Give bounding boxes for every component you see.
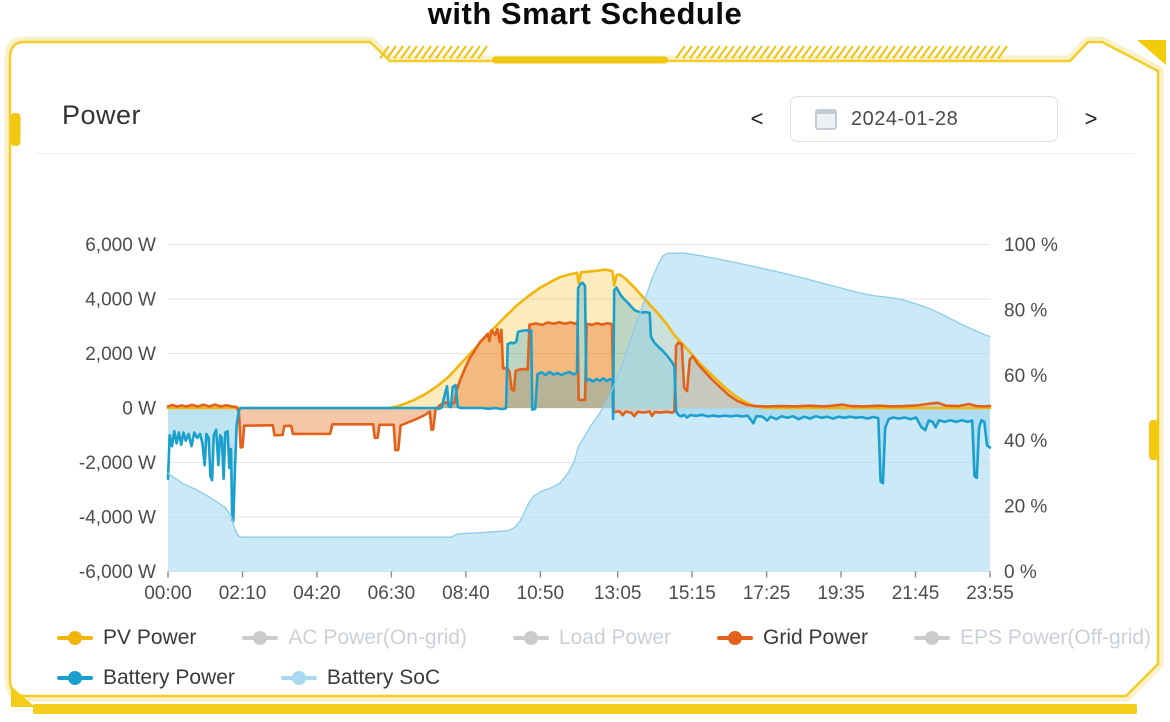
svg-text:08:40: 08:40 (442, 583, 490, 604)
x-axis-labels: 00:00 02:10 04:20 06:30 08:40 10:50 13:05 15:15… (144, 583, 1014, 604)
svg-text:15:15: 15:15 (668, 583, 716, 604)
frame-left-accent (10, 113, 21, 146)
svg-text:80 %: 80 % (1004, 300, 1047, 321)
ac-power-on-grid--legend-marker-icon (242, 631, 279, 645)
svg-text:-4,000 W: -4,000 W (79, 508, 156, 529)
svg-text:10:50: 10:50 (517, 583, 565, 604)
svg-text:17:25: 17:25 (743, 583, 791, 604)
calendar-icon (815, 108, 837, 130)
svg-text:13:05: 13:05 (594, 583, 642, 604)
date-navigation: < 2024-01-28 > (740, 96, 1108, 142)
legend-item-pv-power[interactable]: PV Power (57, 626, 196, 650)
power-chart: 6,000 W 4,000 W 2,000 W 0 W -2,000 W -4,000 W… (79, 235, 1058, 604)
grid-power-legend-marker-icon (717, 631, 753, 645)
svg-text:-2,000 W: -2,000 W (79, 453, 156, 474)
legend-item-battery-soc[interactable]: Battery SoC (280, 666, 441, 690)
svg-text:02:10: 02:10 (219, 583, 267, 604)
frame-bottom-bar (33, 704, 1137, 714)
svg-text:4,000 W: 4,000 W (85, 290, 156, 311)
date-value: 2024-01-28 (851, 107, 959, 130)
next-date-button[interactable]: > (1074, 96, 1108, 142)
svg-text:04:20: 04:20 (293, 583, 341, 604)
svg-text:6,000 W: 6,000 W (85, 235, 156, 256)
frame-right-accent (1149, 420, 1159, 460)
right-axis-labels: 100 % 80 % 60 % 40 % 20 % 0 % (1004, 235, 1058, 583)
legend-row: PV Power AC Power(On-grid) Load Power Grid … (57, 618, 1151, 658)
svg-text:2,000 W: 2,000 W (85, 344, 156, 365)
svg-text:06:30: 06:30 (368, 583, 416, 604)
legend-item-load-power[interactable]: Load Power (512, 626, 671, 650)
svg-text:60 %: 60 % (1004, 366, 1047, 387)
chart-area[interactable]: 6,000 W 4,000 W 2,000 W 0 W -2,000 W -4,000 W… (30, 225, 1140, 625)
legend-label: AC Power(On-grid) (288, 626, 467, 649)
eps-power-off-grid--legend-marker-icon (914, 631, 951, 645)
svg-text:20 %: 20 % (1004, 497, 1047, 518)
pv-power-legend-marker-icon (57, 631, 93, 645)
svg-text:0 %: 0 % (1004, 562, 1037, 583)
legend-label: Load Power (558, 626, 671, 649)
svg-text:00:00: 00:00 (144, 583, 192, 604)
frame-bottom-left-triangle (11, 686, 35, 707)
legend-item-ac-power-on-grid-[interactable]: AC Power(On-grid) (242, 626, 467, 650)
legend-label: Grid Power (763, 626, 869, 649)
series-area-battery-soc (168, 253, 990, 572)
legend-item-battery-power[interactable]: Battery Power (57, 666, 235, 690)
svg-text:23:55: 23:55 (966, 583, 1014, 604)
card-heading: Power (62, 100, 142, 130)
svg-text:-6,000 W: -6,000 W (79, 562, 156, 583)
legend-label: PV Power (103, 626, 197, 649)
page-title: with Smart Schedule (427, 0, 743, 31)
load-power-legend-marker-icon (512, 631, 549, 645)
chart-legend: PV Power AC Power(On-grid) Load Power Grid … (57, 618, 1151, 698)
svg-text:100 %: 100 % (1004, 235, 1058, 256)
series-area-battery-power (168, 282, 990, 522)
prev-date-button[interactable]: < (740, 96, 774, 142)
svg-text:0 W: 0 W (122, 399, 156, 420)
frame-top-right-triangle (1137, 40, 1166, 65)
legend-label: EPS Power(Off-grid) (960, 626, 1152, 649)
legend-label: Battery SoC (326, 666, 441, 689)
svg-text:21:45: 21:45 (892, 583, 940, 604)
battery-soc-legend-marker-icon (280, 671, 317, 685)
legend-item-grid-power[interactable]: Grid Power (717, 626, 868, 650)
frame-top-bar (492, 56, 668, 64)
series-area-grid-power (168, 322, 990, 451)
series-line-battery-soc (167, 252, 991, 538)
series-line-battery-power (166, 281, 992, 523)
legend-label: Battery Power (103, 666, 235, 689)
svg-text:40 %: 40 % (1004, 431, 1047, 452)
legend-item-eps-power-off-grid-[interactable]: EPS Power(Off-grid) (914, 626, 1151, 650)
svg-text:19:35: 19:35 (817, 583, 865, 604)
frame-hatch-marks (379, 45, 1008, 60)
left-axis-labels: 6,000 W 4,000 W 2,000 W 0 W -2,000 W -4,000 W… (79, 235, 156, 583)
series-line-pv-power (166, 268, 992, 410)
series-line-grid-power (166, 320, 992, 452)
x-axis-ticks (167, 571, 991, 578)
legend-row: Battery Power Battery SoC (57, 658, 1137, 698)
battery-power-legend-marker-icon (57, 671, 93, 685)
header-divider (36, 153, 1134, 154)
date-picker[interactable]: 2024-01-28 (790, 96, 1058, 142)
